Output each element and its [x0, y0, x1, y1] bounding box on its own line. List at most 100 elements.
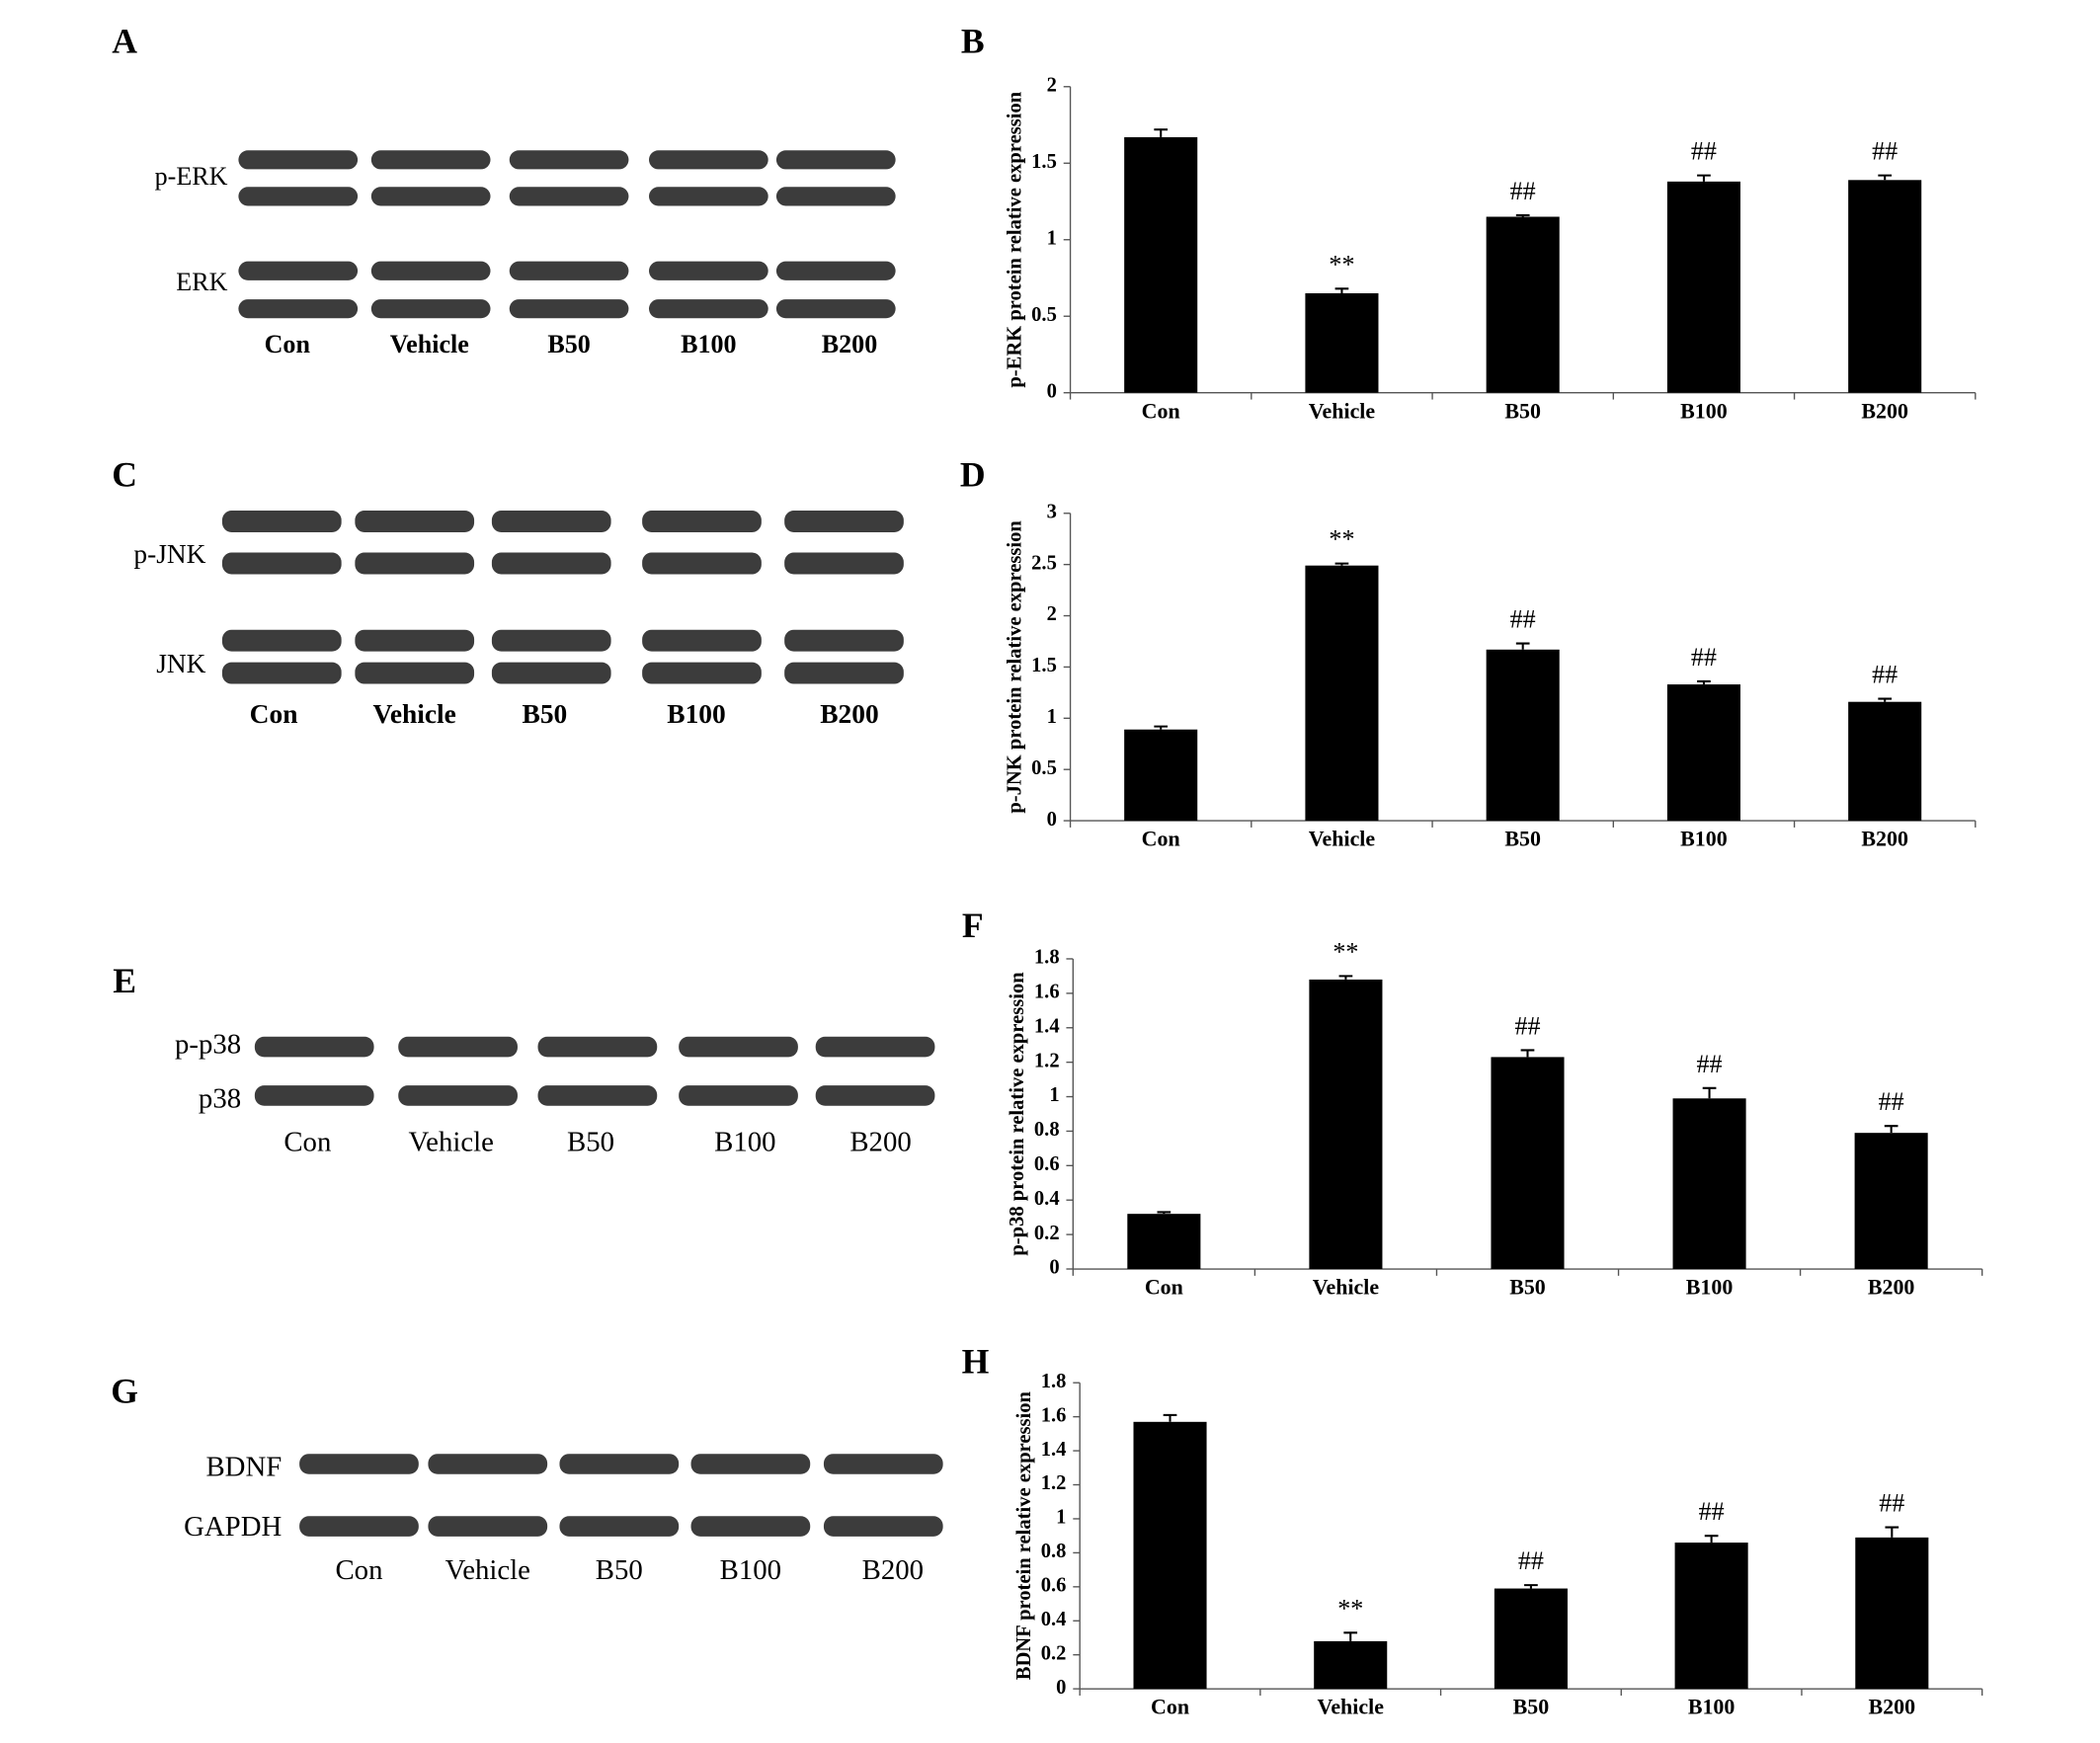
panel-letter: E — [113, 961, 136, 1000]
lane-label: B200 — [822, 330, 877, 358]
error-bar — [1154, 725, 1169, 730]
blot-band — [559, 1516, 680, 1537]
bar — [1494, 1588, 1568, 1690]
panel-letter: A — [112, 21, 137, 60]
blot-band — [491, 629, 611, 652]
y-tick-label: 1.8 — [1041, 1371, 1067, 1392]
bar — [1133, 1421, 1207, 1690]
y-tick-label: 0 — [1049, 1257, 1059, 1279]
y-tick-label: 1.4 — [1041, 1439, 1067, 1461]
significance-mark: ## — [1879, 1087, 1904, 1116]
lane-label: B200 — [849, 1126, 911, 1157]
significance-mark: ** — [1329, 250, 1354, 278]
error-bar — [1154, 128, 1169, 137]
y-tick-label: 0.2 — [1034, 1223, 1060, 1244]
bar — [1305, 292, 1379, 393]
significance-mark: ## — [1510, 605, 1536, 634]
blot-band — [370, 150, 491, 170]
error-bar — [1697, 174, 1711, 182]
lane-label: B50 — [567, 1126, 614, 1157]
error-bar — [1515, 642, 1530, 650]
x-tick-label: B100 — [1680, 827, 1728, 851]
blot-band — [649, 261, 768, 280]
lane-label: B200 — [820, 699, 878, 729]
blot-band — [299, 1454, 419, 1474]
significance-mark: ## — [1518, 1546, 1544, 1575]
y-tick-label: 1 — [1047, 227, 1057, 249]
bar — [1309, 979, 1383, 1270]
error-bar — [1885, 1526, 1899, 1538]
lane-label: Vehicle — [445, 1554, 530, 1586]
blot-band — [823, 1454, 943, 1474]
panel-letter: H — [962, 1342, 990, 1382]
y-tick-label: 2.5 — [1031, 552, 1057, 574]
error-bar — [1343, 1631, 1358, 1641]
blot-row-label: p-JNK — [133, 539, 205, 569]
bar — [1674, 1543, 1748, 1690]
error-bar — [1163, 1413, 1177, 1422]
bar — [1666, 181, 1740, 393]
y-tick-label: 0.5 — [1031, 304, 1057, 326]
y-axis-label: p-p38 protein relative expression — [1007, 972, 1028, 1256]
blot-band — [642, 629, 762, 652]
y-tick-label: 0.8 — [1034, 1119, 1060, 1141]
blot-band — [238, 299, 359, 319]
blot-band — [784, 629, 904, 652]
blot-band — [428, 1454, 548, 1474]
y-tick-label: 1 — [1056, 1507, 1066, 1529]
panel-letter: C — [112, 454, 137, 494]
y-tick-label: 0.5 — [1031, 757, 1057, 779]
y-tick-label: 0 — [1047, 809, 1057, 831]
blot-band — [254, 1036, 374, 1058]
blot-band — [221, 629, 342, 652]
y-tick-label: 0 — [1047, 380, 1057, 402]
bar — [1305, 565, 1379, 822]
blot-band — [491, 662, 611, 684]
blot-band — [238, 261, 359, 280]
y-tick-label: 2 — [1047, 74, 1057, 96]
lane-label: Vehicle — [409, 1126, 494, 1157]
lane-label: B100 — [681, 330, 736, 358]
lane-label: B50 — [547, 330, 590, 358]
blot-band — [370, 299, 491, 319]
bar — [1314, 1640, 1388, 1690]
blot-band — [775, 261, 896, 280]
x-tick-label: Vehicle — [1309, 827, 1376, 851]
x-tick-label: B50 — [1504, 398, 1541, 423]
lane-label: Vehicle — [373, 699, 456, 729]
significance-mark: ## — [1697, 1050, 1723, 1078]
y-tick-label: 1 — [1047, 706, 1057, 728]
blot-band — [784, 552, 904, 575]
significance-mark: ## — [1872, 661, 1898, 689]
error-bar — [1704, 1535, 1719, 1544]
lane-label: B50 — [523, 699, 568, 729]
error-bar — [1157, 1211, 1171, 1215]
lane-label: Con — [283, 1126, 331, 1157]
x-tick-label: B200 — [1861, 398, 1908, 423]
significance-mark: ## — [1510, 177, 1536, 205]
x-tick-label: Vehicle — [1318, 1695, 1385, 1719]
bar — [1672, 1098, 1746, 1270]
blot-row-label: JNK — [156, 649, 205, 678]
error-bar — [1702, 1086, 1717, 1099]
bar — [1124, 136, 1198, 393]
bar — [1491, 1057, 1565, 1270]
x-tick-label: Con — [1151, 1695, 1189, 1719]
significance-mark: ## — [1691, 643, 1717, 672]
blot-band — [559, 1454, 680, 1474]
y-tick-label: 1.2 — [1034, 1050, 1060, 1071]
blot-band — [509, 299, 629, 319]
blot-band — [537, 1085, 658, 1106]
x-tick-label: B50 — [1504, 827, 1541, 851]
error-bar — [1878, 697, 1893, 702]
bar — [1848, 180, 1922, 393]
blot-band — [509, 187, 629, 206]
blot-band — [370, 261, 491, 280]
blot-row-label: GAPDH — [184, 1511, 282, 1543]
error-bar — [1524, 1584, 1538, 1589]
blot-band — [642, 511, 762, 532]
lane-label: B100 — [720, 1554, 781, 1586]
y-tick-label: 1.8 — [1034, 947, 1060, 969]
y-tick-label: 0.4 — [1034, 1188, 1060, 1210]
y-tick-label: 1.6 — [1034, 982, 1060, 1003]
